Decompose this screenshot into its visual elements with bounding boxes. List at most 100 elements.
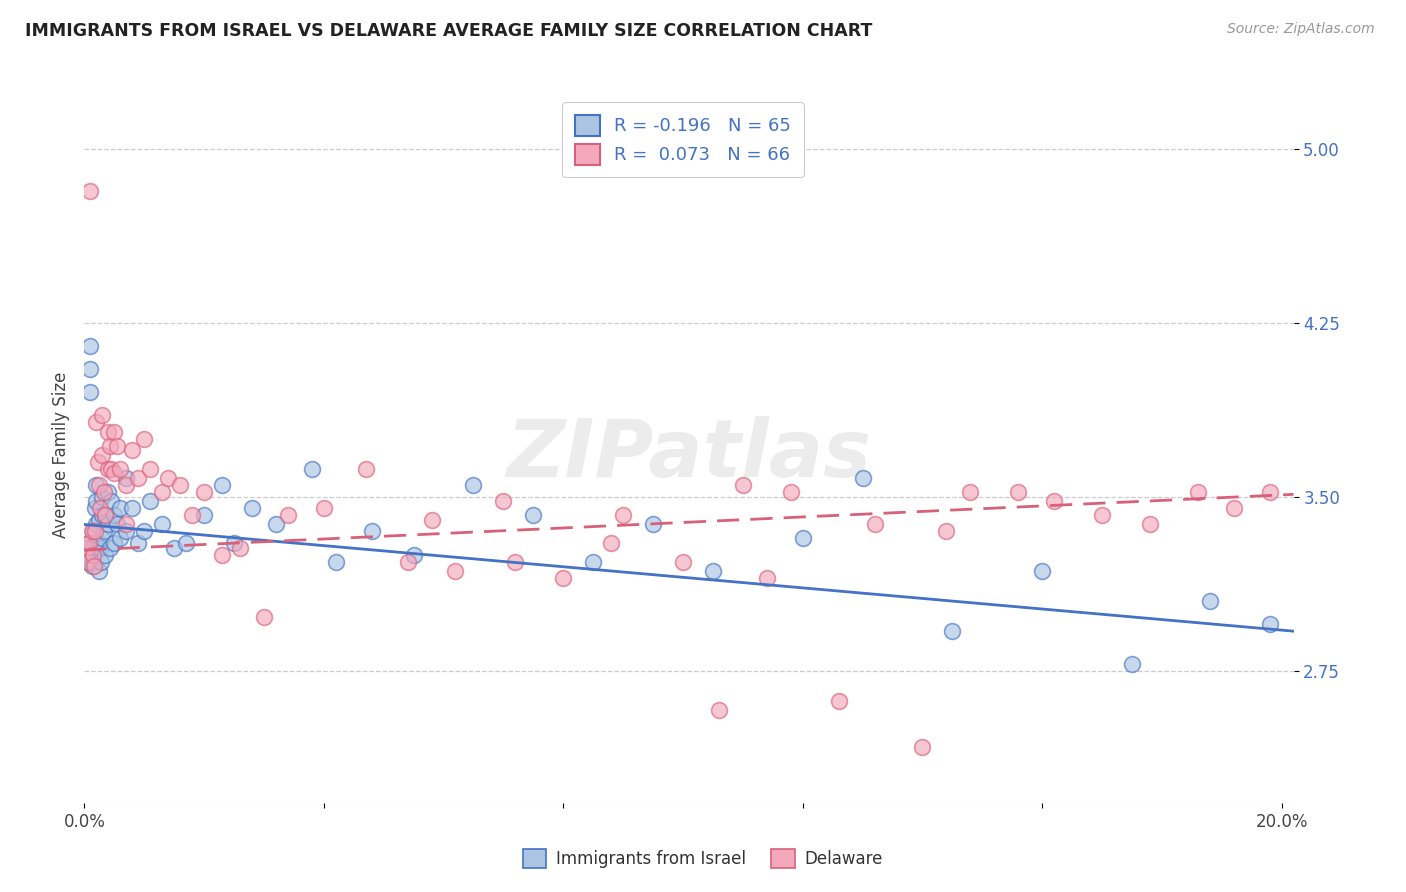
Point — [105, 517, 128, 532]
Point — [86, 536, 108, 550]
Point — [86, 517, 108, 532]
Point — [1258, 485, 1281, 500]
Point — [91, 448, 114, 462]
Point — [211, 548, 233, 562]
Point — [79, 362, 101, 376]
Point — [91, 409, 114, 423]
Point — [134, 432, 156, 446]
Point — [127, 471, 149, 485]
Point — [522, 508, 544, 523]
Point — [193, 485, 215, 500]
Point — [444, 564, 467, 578]
Point — [222, 536, 245, 550]
Point — [83, 501, 105, 516]
Point — [139, 462, 162, 476]
Point — [84, 536, 107, 550]
Point — [134, 524, 156, 539]
Point — [863, 517, 886, 532]
Point — [87, 564, 110, 578]
Point — [150, 485, 173, 500]
Point — [150, 517, 173, 532]
Point — [82, 524, 104, 539]
Point — [959, 485, 981, 500]
Point — [325, 555, 347, 569]
Point — [90, 555, 112, 569]
Point — [77, 536, 100, 550]
Point — [402, 548, 425, 562]
Point — [851, 471, 873, 485]
Point — [91, 490, 114, 504]
Legend: R = -0.196   N = 65, R =  0.073   N = 66: R = -0.196 N = 65, R = 0.073 N = 66 — [562, 103, 804, 178]
Point — [82, 548, 104, 562]
Point — [97, 425, 120, 439]
Point — [100, 494, 122, 508]
Point — [1222, 501, 1244, 516]
Point — [264, 517, 287, 532]
Point — [1031, 564, 1053, 578]
Point — [193, 508, 215, 523]
Text: ZIPatlas: ZIPatlas — [506, 416, 872, 494]
Point — [80, 559, 103, 574]
Point — [1043, 494, 1066, 508]
Point — [755, 571, 778, 585]
Point — [105, 439, 128, 453]
Point — [240, 501, 263, 516]
Point — [93, 548, 115, 562]
Point — [89, 501, 111, 516]
Point — [600, 536, 623, 550]
Point — [86, 455, 108, 469]
Point — [779, 485, 801, 500]
Point — [89, 541, 111, 555]
Point — [110, 462, 132, 476]
Point — [277, 508, 299, 523]
Point — [79, 184, 101, 198]
Point — [79, 385, 101, 400]
Point — [115, 471, 138, 485]
Point — [103, 536, 125, 550]
Point — [827, 694, 849, 708]
Point — [1091, 508, 1114, 523]
Point — [1007, 485, 1029, 500]
Point — [707, 703, 730, 717]
Point — [169, 478, 191, 492]
Point — [641, 517, 664, 532]
Point — [127, 536, 149, 550]
Point — [80, 524, 103, 539]
Point — [312, 501, 335, 516]
Point — [82, 541, 104, 555]
Point — [505, 555, 527, 569]
Point — [103, 508, 125, 523]
Point — [211, 478, 233, 492]
Point — [121, 501, 143, 516]
Point — [941, 624, 963, 639]
Point — [110, 501, 132, 516]
Point — [100, 462, 122, 476]
Point — [89, 513, 111, 527]
Point — [1121, 657, 1143, 671]
Point — [91, 508, 114, 523]
Point — [354, 462, 377, 476]
Point — [77, 555, 100, 569]
Point — [115, 524, 138, 539]
Point — [77, 555, 100, 569]
Point — [1187, 485, 1209, 500]
Point — [253, 610, 276, 624]
Point — [110, 532, 132, 546]
Point — [94, 508, 117, 523]
Point — [420, 513, 443, 527]
Point — [82, 555, 104, 569]
Point — [792, 532, 814, 546]
Point — [702, 564, 724, 578]
Point — [360, 524, 382, 539]
Point — [229, 541, 252, 555]
Point — [115, 517, 138, 532]
Point — [1258, 617, 1281, 632]
Point — [157, 471, 180, 485]
Point — [463, 478, 485, 492]
Text: IMMIGRANTS FROM ISRAEL VS DELAWARE AVERAGE FAMILY SIZE CORRELATION CHART: IMMIGRANTS FROM ISRAEL VS DELAWARE AVERA… — [25, 22, 873, 40]
Point — [98, 541, 121, 555]
Point — [396, 555, 419, 569]
Point — [174, 536, 197, 550]
Point — [1139, 517, 1161, 532]
Point — [86, 494, 108, 508]
